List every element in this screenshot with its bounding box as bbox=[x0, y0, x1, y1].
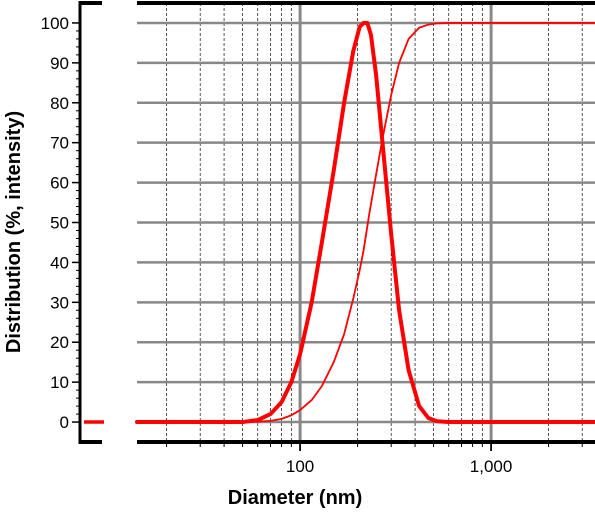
minor-gridlines bbox=[166, 3, 583, 442]
cumulative-curve bbox=[136, 22, 595, 423]
y-tick-label: 90 bbox=[50, 54, 69, 73]
y-tick-label: 70 bbox=[50, 134, 69, 153]
y-tick-label: 50 bbox=[50, 214, 69, 233]
y-tick-label: 0 bbox=[60, 413, 69, 432]
x-axis-title: Diameter (nm) bbox=[228, 487, 362, 509]
x-axis: 100 1,000 bbox=[166, 442, 583, 476]
y-tick-label: 10 bbox=[50, 373, 69, 392]
y-tick-label: 80 bbox=[50, 94, 69, 113]
x-tick-label: 100 bbox=[286, 457, 314, 476]
y-tick-label: 30 bbox=[50, 293, 69, 312]
series-layer bbox=[135, 20, 595, 425]
y-tick-label: 60 bbox=[50, 174, 69, 193]
y-axis: 0 10 20 30 40 50 60 70 80 90 100 bbox=[41, 1, 104, 444]
y-tick-label: 20 bbox=[50, 333, 69, 352]
y-axis-title: Distribution (%, intensity) bbox=[3, 111, 25, 353]
plot-frame bbox=[137, 1, 595, 444]
x-tick-label: 1,000 bbox=[470, 457, 513, 476]
y-tick-label: 40 bbox=[50, 253, 69, 272]
major-gridlines bbox=[137, 3, 595, 442]
distribution-curve bbox=[135, 20, 595, 425]
y-tick-label: 100 bbox=[41, 14, 69, 33]
